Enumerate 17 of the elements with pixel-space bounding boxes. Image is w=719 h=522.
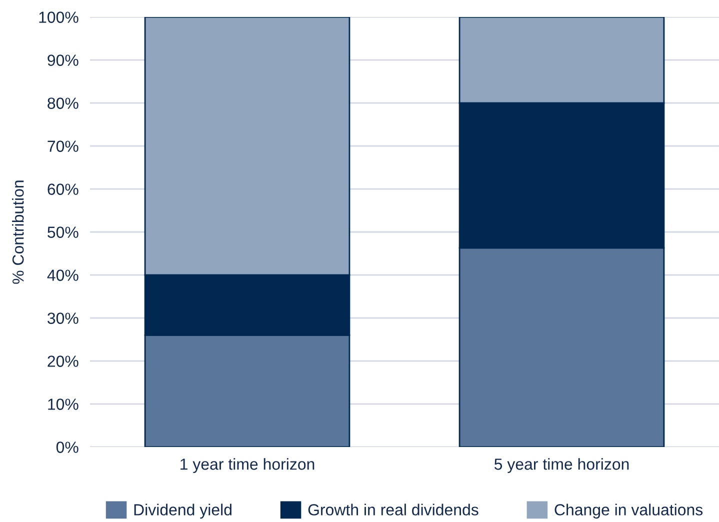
y-tick-label: 30% [48,312,78,324]
legend-label: Growth in real dividends [308,504,478,516]
y-tick-label: 10% [48,398,78,410]
y-tick-label: 60% [48,184,78,195]
y-tick-label: 0% [56,442,78,453]
x-tick-label: 5 year time horizon [494,458,629,473]
y-tick-label: 70% [48,140,78,152]
y-tick-label: 40% [47,270,78,281]
legend-label: Change in valuations [554,504,703,519]
y-axis-title: % Contribution [12,180,24,284]
y-tick-label: 50% [48,226,78,238]
x-tick-label: 1 year time horizon [180,458,314,473]
y-tick-label: 20% [48,356,78,367]
legend-label: Dividend yield [134,504,232,519]
y-tick-label: 80% [48,98,78,109]
y-tick-label: 90% [48,54,78,66]
y-tick-label: 100% [39,12,78,23]
